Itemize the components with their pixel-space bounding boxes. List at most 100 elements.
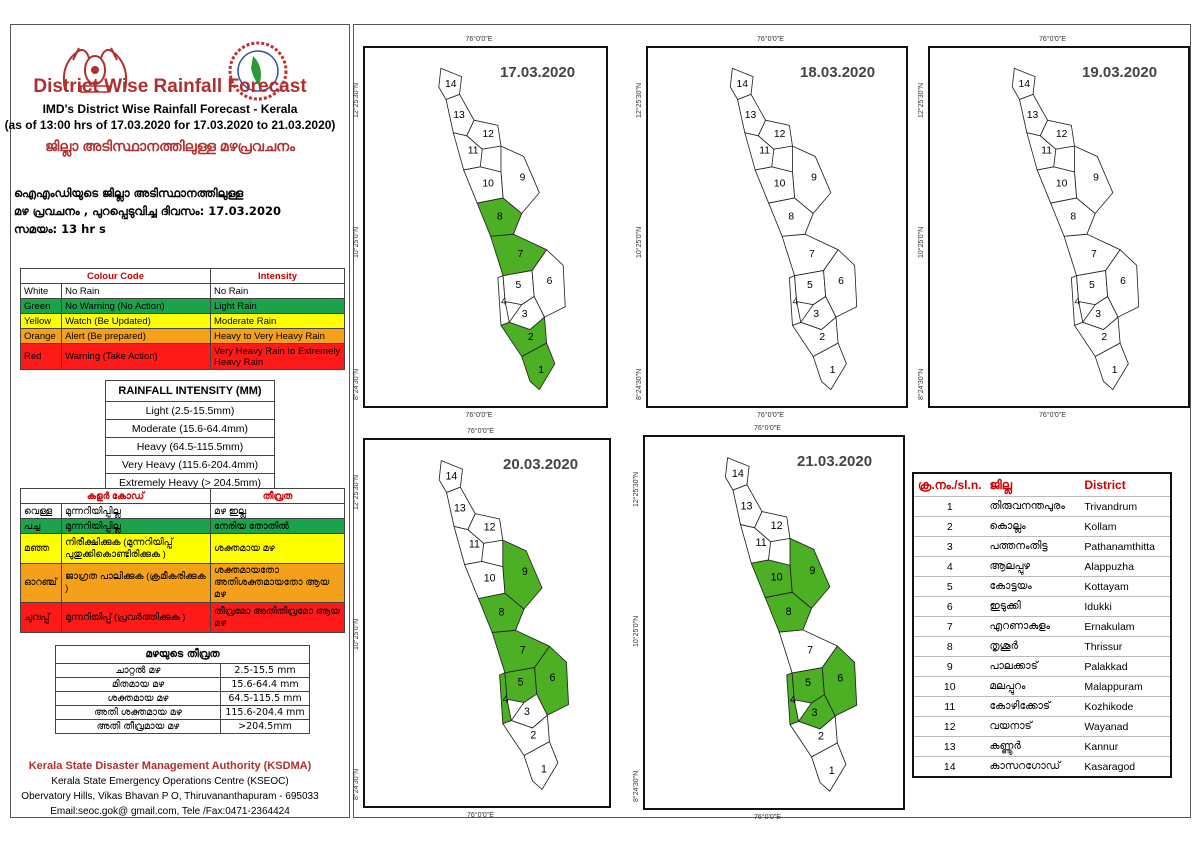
district-row: 4 ആലപ്പുഴ Alappuzha	[913, 556, 1171, 577]
colour-name: Orange	[19, 328, 63, 344]
mal-colour-name: പച്ച	[19, 518, 63, 534]
district-4-label: 4	[501, 297, 507, 308]
lat-label-top: 12°25'30"N	[636, 82, 643, 118]
sl-no-header: ക്ര.നം./sl.n.	[913, 473, 986, 497]
district-6-label: 6	[838, 276, 844, 287]
colour-code-row: Orange Alert (Be prepared) Heavy to Very H…	[19, 328, 345, 344]
mal-intensity-range: >204.5mm	[220, 719, 310, 734]
lon-label-bottom: 76°0'0"E	[467, 812, 494, 819]
district-3-label: 3	[813, 309, 819, 320]
district-name-mal: കൊല്ലം	[985, 516, 1081, 537]
map-date: 20.03.2020	[503, 456, 579, 473]
lat-label-bottom: 8°24'30"N	[353, 768, 360, 800]
lon-label-bottom: 76°0'0"E	[1039, 412, 1066, 419]
district-row: 8 തൃശൂർ Thrissur	[913, 636, 1171, 657]
district-name-en: Palakkad	[1080, 656, 1171, 677]
district-9-label: 9	[522, 566, 528, 578]
district-3-label: 3	[1095, 309, 1101, 320]
mal-colour-intensity: ശക്തമായതോ അതിശക്തമായതോ ആയ മഴ	[210, 563, 345, 603]
forecast-map: 17.03.2020 76°0'0"E 76°0'0"E 12°25'30"N 10°2…	[353, 36, 608, 419]
district-name-mal: എറണാകുളം	[985, 616, 1081, 637]
ksdma-logo	[228, 41, 288, 101]
district-4-region	[497, 275, 510, 326]
malayalam-title: ജില്ലാ അടിസ്ഥാനത്തിലുള്ള മഴപ്രവചനം	[45, 138, 295, 154]
district-name-en: Pathanamthitta	[1080, 536, 1171, 557]
district-11-label: 11	[1041, 145, 1052, 156]
district-4-region	[499, 672, 512, 725]
mal-intensity-row: അതി ശക്തമായ മഴ 115.6-204.4 mm	[55, 705, 310, 720]
mal-colour-intensity: ശക്തമായ മഴ	[210, 533, 345, 564]
lat-label-bottom: 8°24'30"N	[353, 368, 360, 400]
mal-colour-name: വെള്ള	[19, 503, 63, 519]
district-number: 5	[913, 576, 986, 597]
intensity-range: Light (2.5-15.5mm)	[105, 401, 275, 420]
colour-intensity: Very Heavy Rain to Extremely Heavy Rain	[210, 343, 345, 370]
district-name-mal: തിരുവനന്തപുരം	[985, 496, 1081, 517]
lat-label-top: 12°25'30"N	[353, 474, 360, 510]
district-number: 4	[913, 556, 986, 577]
district-5-label: 5	[518, 676, 524, 688]
district-14-region	[729, 67, 754, 100]
district-name-en: Kannur	[1080, 736, 1171, 757]
district-14-label: 14	[732, 468, 744, 480]
district-11-label: 11	[469, 539, 480, 551]
district-14-label: 14	[446, 471, 458, 483]
mal-colour-intensity: നേരിയ തോതിൽ	[210, 518, 345, 534]
district-14-region	[724, 457, 750, 491]
lon-label-bottom: 76°0'0"E	[754, 814, 781, 821]
colour-code-table: Colour Code Intensity White No Rain No Rain…	[19, 268, 345, 370]
forecast-map: 18.03.2020 76°0'0"E 76°0'0"E 12°25'30"N 10°2…	[636, 36, 908, 419]
intensity-range: Moderate (15.6-64.4mm)	[105, 419, 275, 438]
district-7-label: 7	[520, 645, 526, 657]
district-4-region	[1070, 275, 1084, 326]
intensity-header: Intensity	[210, 268, 345, 284]
district-number: 3	[913, 536, 986, 557]
mal-colour-code-row: ഓറഞ്ച് ജാഗ്രത പാലിക്കുക (ക്രമീകരിക്കുക ) ശ…	[19, 563, 345, 603]
mal-intensity-row: മിതമായ മഴ 15.6-64.4 mm	[55, 677, 310, 692]
district-2-label: 2	[818, 731, 824, 743]
district-2-label: 2	[528, 332, 534, 343]
mal-colour-code-row: വെള്ള മുന്നറിയിപ്പില്ല മഴ ഇല്ല	[19, 503, 345, 519]
lat-label-top: 12°25'30"N	[633, 471, 640, 507]
contact-line: Email:seoc.gok@ gmail.com, Tele /Fax:047…	[50, 806, 290, 817]
mal-colour-code-row: ചുവപ്പ് മുന്നറിയിപ്പ് (പ്രവർത്തിക്കുക ) തീ…	[19, 602, 345, 633]
district-number: 1	[913, 496, 986, 517]
district-en-header: District	[1080, 473, 1171, 497]
lon-label-top: 76°0'0"E	[754, 425, 781, 432]
district-12-label: 12	[484, 522, 496, 534]
district-9-label: 9	[1093, 172, 1099, 183]
rainfall-intensity-table: RAINFALL INTENSITY (MM) Light (2.5-15.5m…	[105, 380, 275, 492]
district-4-label: 4	[503, 693, 509, 705]
mal-colour-code-header: കളർ കോഡ്	[20, 488, 211, 504]
mal-colour-meaning: മുന്നറിയിപ്പില്ല	[61, 503, 211, 519]
district-6-label: 6	[1120, 276, 1126, 287]
map-date: 18.03.2020	[800, 64, 876, 81]
district-name-en: Alappuzha	[1080, 556, 1171, 577]
district-13-label: 13	[453, 110, 465, 121]
colour-name: Green	[19, 298, 63, 314]
district-number: 2	[913, 516, 986, 537]
district-4-region	[786, 672, 800, 726]
district-2-label: 2	[819, 332, 825, 343]
mal-intensity-name: ശക്തമായ മഴ	[55, 691, 221, 706]
district-7-label: 7	[809, 249, 815, 260]
district-12-label: 12	[771, 520, 783, 532]
district-name-en: Kollam	[1080, 516, 1171, 537]
district-10-label: 10	[771, 571, 783, 583]
district-5-label: 5	[1089, 280, 1095, 291]
district-row: 13 കണ്ണൂർ Kannur	[913, 736, 1171, 757]
district-number: 10	[913, 676, 986, 697]
district-number: 12	[913, 716, 986, 737]
district-name-mal: മലപ്പുറം	[985, 676, 1081, 697]
district-row: 5 കോട്ടയം Kottayam	[913, 576, 1171, 597]
district-number: 14	[913, 756, 986, 778]
mal-intensity-range: 2.5-15.5 mm	[220, 663, 310, 678]
district-14-region	[438, 67, 463, 100]
district-name-en: Ernakulam	[1080, 616, 1171, 637]
district-name-mal: കോഴിക്കോട്	[985, 696, 1081, 717]
mal-intensity-header: തീവ്രത	[210, 488, 345, 504]
mal-intensity-name: അതി ശക്തമായ മഴ	[55, 705, 221, 720]
